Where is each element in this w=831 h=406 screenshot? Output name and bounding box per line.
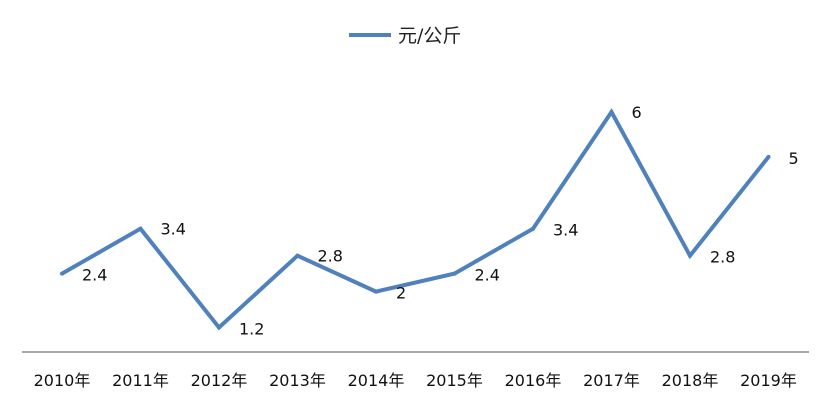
data-label: 2.8 <box>710 248 735 267</box>
data-label: 6 <box>632 103 642 122</box>
data-point <box>766 154 771 159</box>
data-point <box>138 226 143 231</box>
data-label: 3.4 <box>553 221 578 240</box>
x-tick-labels-group: 2010年 2011年 2012年 2013年 2014年 2015年 2016年 2017年… <box>34 371 797 390</box>
x-tick-label: 2019年 <box>740 371 797 390</box>
x-tick-label: 2012年 <box>191 371 248 390</box>
data-label: 2 <box>396 284 406 303</box>
data-label: 5 <box>789 149 799 168</box>
x-tick-label: 2016年 <box>505 371 562 390</box>
series-group <box>60 108 771 331</box>
legend: 元/公斤 <box>349 25 461 47</box>
data-label: 1.2 <box>239 320 264 339</box>
data-label: 2.4 <box>475 266 500 285</box>
data-labels-group: 2.4 3.4 1.2 2.8 2 2.4 3.4 6 2.8 5 <box>82 103 799 339</box>
x-tick-label: 2015年 <box>426 371 483 390</box>
data-point <box>217 325 221 330</box>
data-label: 2.8 <box>318 247 343 266</box>
legend-label: 元/公斤 <box>398 25 461 47</box>
data-point <box>609 110 614 114</box>
data-point <box>452 271 457 276</box>
data-point <box>531 226 535 231</box>
series-line <box>61 108 771 331</box>
x-tick-label: 2014年 <box>348 371 405 390</box>
x-tick-label: 2017年 <box>583 371 640 390</box>
data-point <box>374 289 378 294</box>
x-tick-label: 2011年 <box>112 371 169 390</box>
data-point <box>60 271 64 276</box>
data-label: 2.4 <box>82 266 107 285</box>
data-point <box>688 253 692 258</box>
x-tick-label: 2010年 <box>34 371 91 390</box>
data-label: 3.4 <box>161 220 186 239</box>
data-point <box>295 253 300 258</box>
x-tick-label: 2013年 <box>269 371 326 390</box>
x-tick-label: 2018年 <box>662 371 719 390</box>
